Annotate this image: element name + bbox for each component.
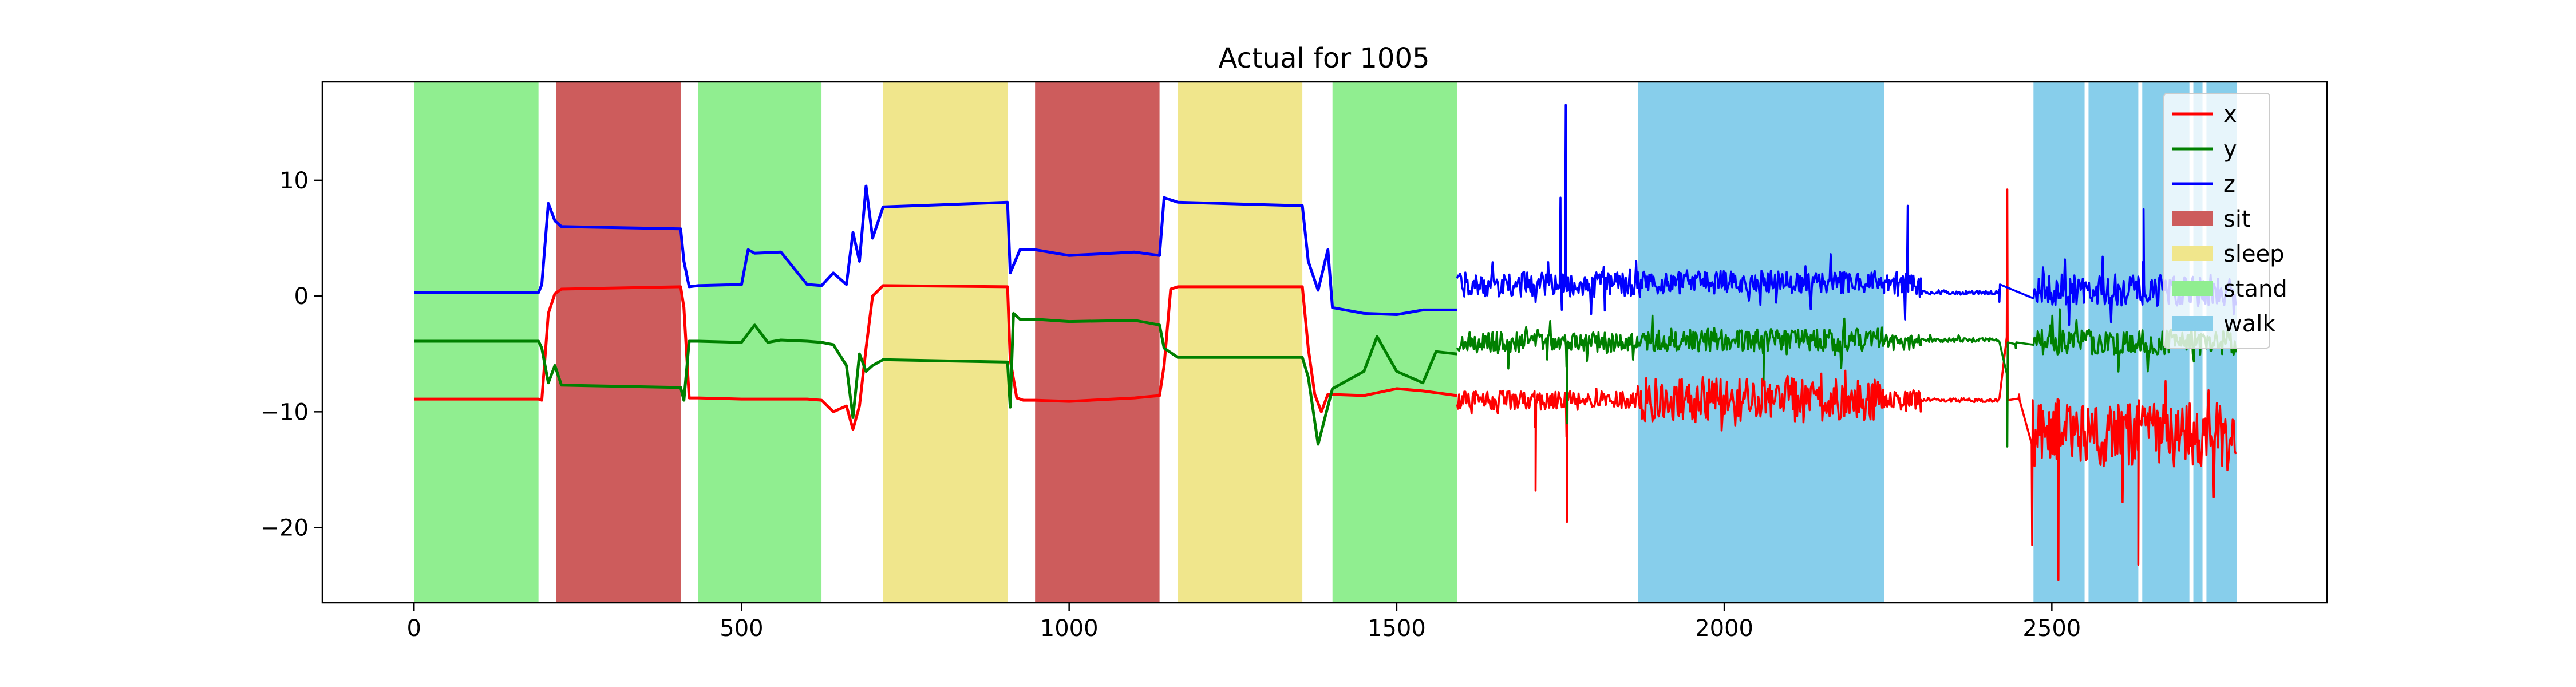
legend-label-x: x <box>2223 101 2237 128</box>
y-tick-label: 0 <box>294 283 309 310</box>
legend-label-z: z <box>2223 171 2235 198</box>
x-tick-label: 2500 <box>2022 615 2081 642</box>
legend-label-y: y <box>2223 136 2237 163</box>
plot-frame <box>321 81 2328 604</box>
y-tick-label: −10 <box>260 399 309 425</box>
legend-label-sleep: sleep <box>2223 241 2285 267</box>
x-tick-label: 500 <box>720 615 763 642</box>
span-stand-6 <box>1332 82 1457 603</box>
legend-label-stand: stand <box>2223 276 2287 302</box>
x-tick-label: 2000 <box>1695 615 1753 642</box>
legend-swatch-sit <box>2172 211 2213 226</box>
series-y-line-2 <box>414 311 1457 446</box>
series-z-line-4 <box>414 184 1457 316</box>
series-x-line-0 <box>414 284 1457 431</box>
x-tick-label: 1500 <box>1368 615 1426 642</box>
legend-swatch-stand <box>2172 281 2213 296</box>
activity-spans <box>414 82 2237 603</box>
legend-label-sit: sit <box>2223 206 2251 232</box>
series-x-line-1 <box>1456 188 2237 581</box>
x-tick-label: 1000 <box>1040 615 1099 642</box>
span-sit-1 <box>556 82 681 603</box>
series-lines <box>414 104 2237 581</box>
x-tick-label: 0 <box>406 615 421 642</box>
span-sleep-3 <box>883 82 1008 603</box>
y-tick-label: 10 <box>279 168 309 194</box>
x-axis: 0 500 1000 1500 2000 2500 <box>406 603 2081 642</box>
y-tick-label: −20 <box>260 515 309 542</box>
series-z-line-5 <box>1456 104 2237 326</box>
legend-swatch-sleep <box>2172 246 2213 261</box>
legend-swatch-walk <box>2172 316 2213 331</box>
legend: xyz sit sleep stand walk <box>2163 93 2287 349</box>
chart-title: Actual for 1005 <box>1218 42 1429 74</box>
span-sit-4 <box>1035 82 1160 603</box>
legend-label-walk: walk <box>2223 311 2276 337</box>
span-sleep-5 <box>1178 82 1303 603</box>
series-y-line-3 <box>1456 308 2237 448</box>
y-axis: −20 −10 0 10 <box>260 168 322 542</box>
